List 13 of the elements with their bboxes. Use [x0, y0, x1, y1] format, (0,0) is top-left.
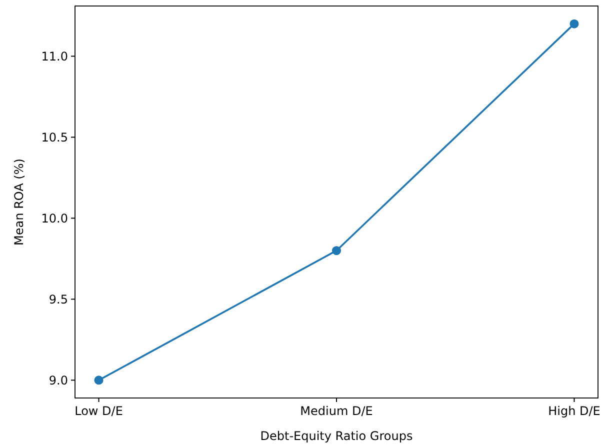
point: [570, 19, 579, 28]
y-tick-label: 10.0: [41, 211, 68, 226]
x-axis-title: Debt-Equity Ratio Groups: [260, 429, 413, 443]
y-tick-label: 9.0: [48, 373, 68, 388]
point: [94, 376, 104, 385]
x-tick-label: Medium D/E: [300, 404, 373, 418]
y-axis-title: Mean ROA (%): [12, 158, 26, 246]
y-tick-label: 9.5: [48, 292, 68, 306]
x-tick-label: Low D/E: [74, 404, 123, 418]
y-tick-label: 11.0: [41, 49, 68, 64]
x-tick-label: High D/E: [548, 404, 600, 418]
point: [332, 246, 341, 256]
y-tick-label: 10.5: [41, 130, 68, 144]
